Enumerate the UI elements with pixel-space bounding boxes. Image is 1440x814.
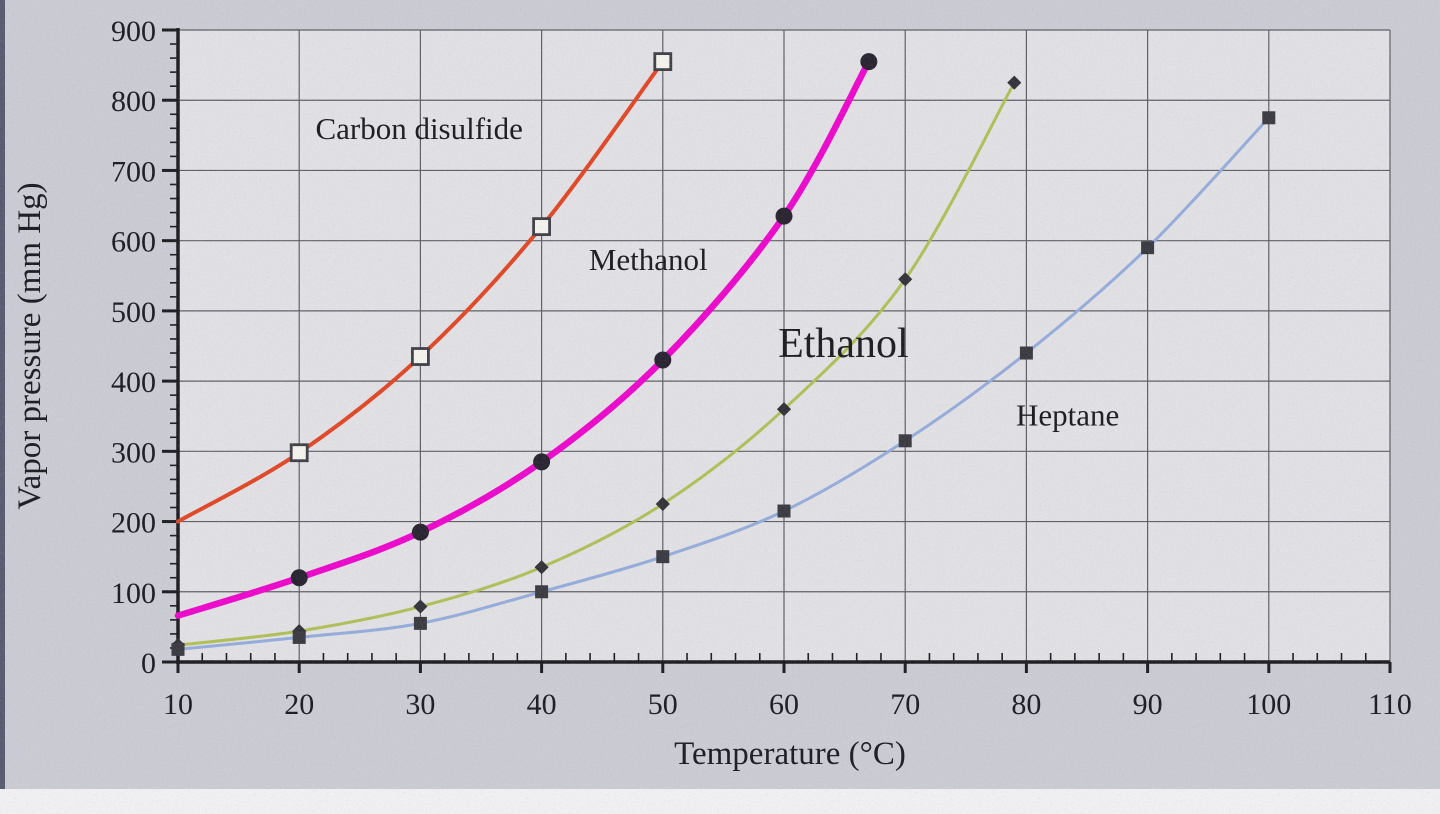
svg-text:600: 600 bbox=[111, 226, 156, 259]
svg-text:90: 90 bbox=[1133, 688, 1163, 721]
svg-text:100: 100 bbox=[1246, 688, 1291, 721]
svg-text:800: 800 bbox=[111, 85, 156, 118]
series-label-methanol: Methanol bbox=[589, 242, 708, 277]
svg-text:30: 30 bbox=[405, 688, 435, 721]
svg-text:200: 200 bbox=[111, 507, 156, 540]
svg-text:100: 100 bbox=[111, 577, 156, 610]
scan-strip-bottom bbox=[0, 789, 1440, 814]
series-label-heptane: Heptane bbox=[1016, 397, 1119, 432]
svg-text:110: 110 bbox=[1368, 688, 1412, 721]
svg-text:0: 0 bbox=[141, 647, 156, 680]
svg-text:60: 60 bbox=[769, 688, 799, 721]
svg-text:700: 700 bbox=[111, 155, 156, 188]
svg-text:20: 20 bbox=[284, 688, 314, 721]
y-axis-label: Vapor pressure (mm Hg) bbox=[12, 182, 48, 509]
svg-text:40: 40 bbox=[527, 688, 557, 721]
svg-text:500: 500 bbox=[111, 296, 156, 329]
svg-text:400: 400 bbox=[111, 366, 156, 399]
svg-text:80: 80 bbox=[1011, 688, 1041, 721]
series-label-ethanol: Ethanol bbox=[778, 321, 909, 367]
svg-text:900: 900 bbox=[111, 15, 156, 48]
svg-text:10: 10 bbox=[163, 688, 193, 721]
scan-edge-left bbox=[0, 0, 5, 814]
svg-text:70: 70 bbox=[890, 688, 920, 721]
svg-text:50: 50 bbox=[648, 688, 678, 721]
series-label-carbon-disulfide: Carbon disulfide bbox=[315, 111, 523, 146]
x-axis-label: Temperature (°C) bbox=[674, 736, 906, 772]
svg-text:300: 300 bbox=[111, 436, 156, 469]
